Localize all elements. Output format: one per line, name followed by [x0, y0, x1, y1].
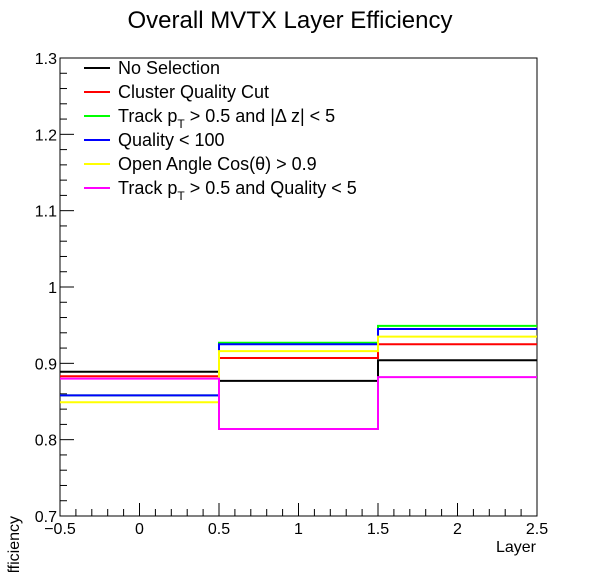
- series-line-track-pt-0-5-and-quality-5: [60, 376, 537, 430]
- x-tick-label: 1: [294, 521, 303, 538]
- y-tick-label: 0.9: [35, 356, 57, 373]
- axis-ticks: [59, 57, 538, 517]
- series-line-quality-100: [60, 327, 537, 397]
- x-tick-label: 0.5: [208, 521, 230, 538]
- chart-title: Overall MVTX Layer Efficiency: [128, 7, 453, 34]
- series-line-open-angle-cos-0-9: [60, 335, 537, 404]
- x-tick-label: 0: [135, 521, 144, 538]
- y-tick-label: 1.2: [35, 127, 57, 144]
- series-layer: [60, 324, 537, 430]
- y-tick-label: 1.1: [35, 204, 57, 221]
- y-tick-label: 0.7: [35, 509, 57, 526]
- x-tick-label: 1.5: [367, 521, 389, 538]
- y-tick-label: 1.3: [35, 51, 57, 68]
- y-axis-label: MVTX Layer Efficiency: [6, 516, 23, 572]
- x-tick-label: 2: [453, 521, 462, 538]
- series-line-no-selection: [60, 359, 537, 382]
- x-tick-label: 2.5: [526, 521, 548, 538]
- y-tick-label: 1: [48, 280, 57, 297]
- legend-entry: Open Angle Cos(θ) > 0.9: [118, 154, 317, 174]
- legend-entry: Track pT > 0.5 and |Δ z| < 5: [118, 106, 335, 131]
- legend-entry: Quality < 100: [118, 130, 225, 150]
- x-axis-label: Layer: [496, 539, 537, 556]
- series-line-cluster-quality-cut: [60, 343, 537, 378]
- legend-entry: Track pT > 0.5 and Quality < 5: [118, 178, 357, 203]
- legend-entry: No Selection: [118, 58, 220, 78]
- tick-labels: −0.5 0 0.5 1 1.5 2 2.5 0.7 0.8 0.9 1 1.1 1.2 1.3: [35, 51, 548, 538]
- legend: No Selection Cluster Quality Cut Track pT …: [84, 58, 357, 203]
- x-tick-label: −0.5: [44, 521, 76, 538]
- plot-frame: [59, 57, 538, 517]
- y-tick-label: 0.8: [35, 433, 57, 450]
- legend-entry: Cluster Quality Cut: [118, 82, 269, 102]
